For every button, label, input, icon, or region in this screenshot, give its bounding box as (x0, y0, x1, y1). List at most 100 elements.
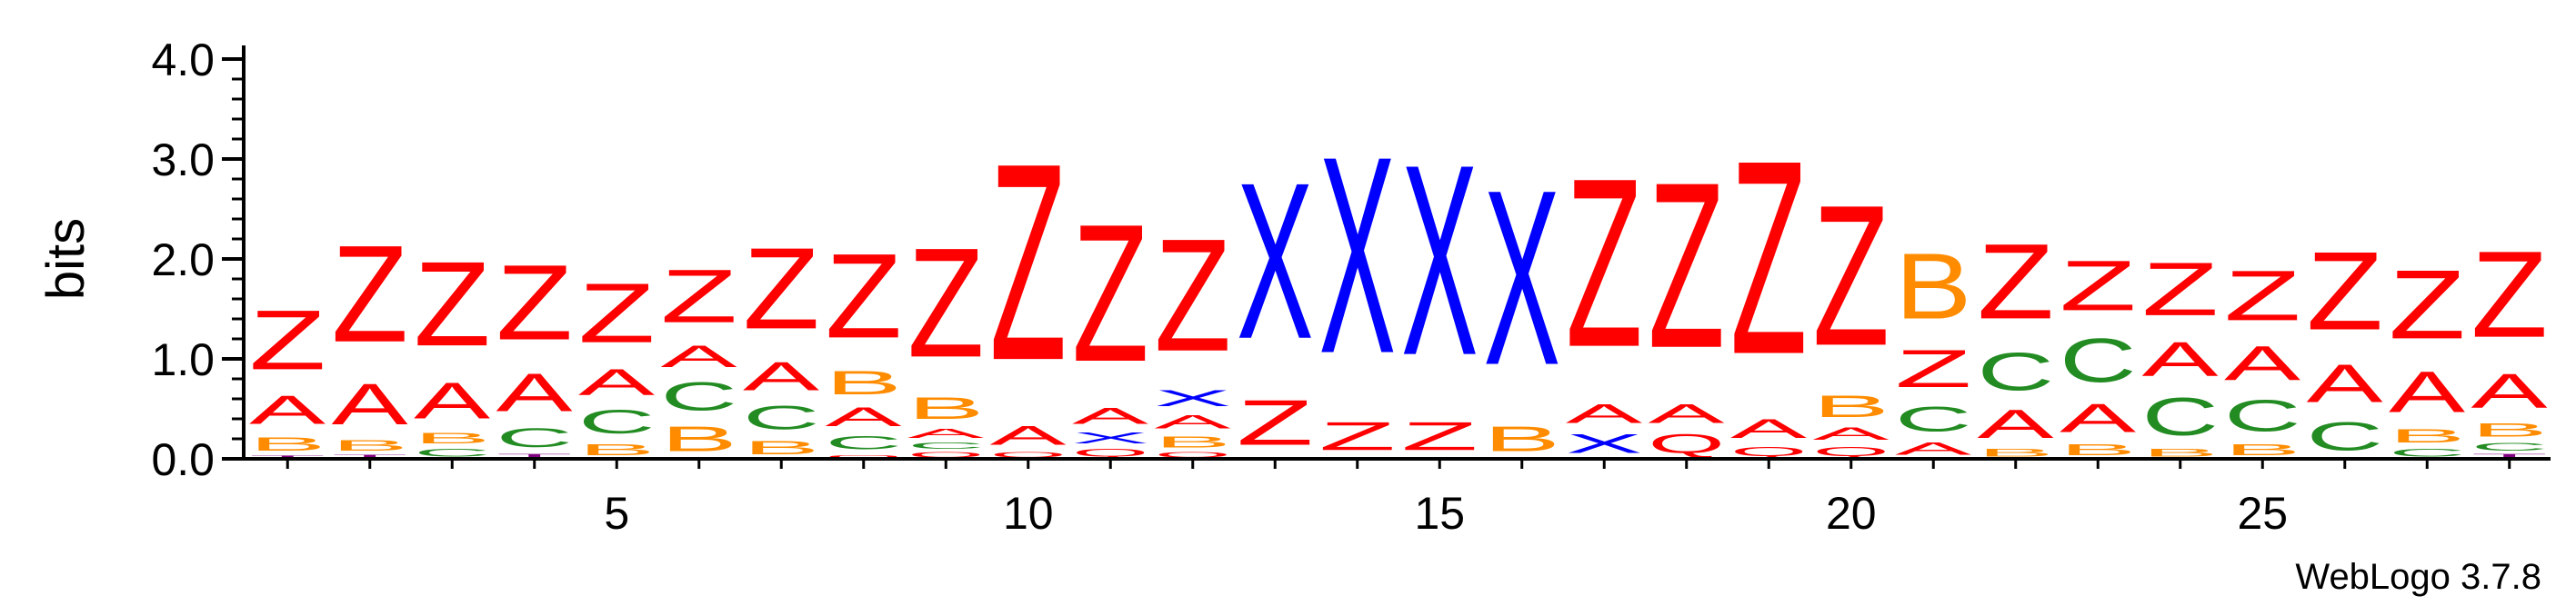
logo-letter-b: B (2142, 447, 2219, 459)
x-tick-label: 20 (1826, 488, 1877, 539)
logo-letter-b: B (743, 437, 819, 459)
logo-letter-x: X (1237, 137, 1313, 386)
logo-letter-a: A (2224, 335, 2300, 391)
logo-letter-a: A (1566, 399, 1642, 429)
logo-letter-x: X (1072, 429, 1148, 447)
logo-letter-t: T (249, 455, 326, 459)
logo-letter-b: B (1155, 432, 1231, 451)
logo-letter-c: C (414, 447, 490, 459)
logo-letter-z: Z (1978, 223, 2054, 342)
logo-letter-z: Z (1155, 204, 1231, 384)
logo-letter-z: Z (578, 265, 655, 360)
logo-letter-a: A (496, 363, 574, 422)
logo-letter-b: B (1813, 389, 1889, 424)
weblogo-version-footer: WebLogo 3.7.8 (2295, 557, 2541, 597)
logo-letter-a: A (2307, 353, 2384, 413)
logo-letter-q: Q (907, 451, 984, 459)
logo-letter-a: A (1155, 411, 1232, 432)
x-tick-label: 5 (604, 488, 629, 539)
logo-letter-b: B (578, 441, 655, 459)
logo-glyph-layer: TBAZTBAZCBAZTCAZBCAZBCAZBCAZQCABZQCABZQA… (249, 99, 2548, 459)
logo-letter-z: Z (743, 224, 819, 353)
logo-letter-a: A (1813, 424, 1890, 444)
logo-letter-a: A (907, 426, 984, 441)
logo-letter-c: C (496, 423, 573, 453)
logo-letter-c: C (743, 399, 820, 437)
logo-letter-z: Z (2307, 229, 2383, 353)
x-tick-layer: 5 10 15 20 25 (286, 459, 2511, 539)
logo-letter-z: Z (2471, 226, 2548, 363)
y-axis-label: bits (36, 218, 95, 300)
logo-letter-a: A (2471, 363, 2548, 419)
y-tick-label: 4.0 (151, 35, 215, 85)
logo-letter-x: X (1155, 386, 1231, 411)
logo-letter-z: Z (1730, 104, 1807, 412)
logo-letter-b: B (2060, 441, 2136, 459)
logo-letter-q: Q (826, 454, 902, 459)
logo-letter-b: B (332, 437, 408, 454)
logo-letter-z: Z (1895, 339, 1971, 399)
logo-letter-a: A (2060, 396, 2136, 442)
x-tick-label: 25 (2237, 488, 2288, 539)
x-tick-label: 15 (1414, 488, 1465, 539)
y-tick-label: 0.0 (151, 434, 215, 485)
logo-letter-b: B (826, 363, 902, 402)
logo-letter-a: A (2389, 361, 2466, 425)
logo-letter-x: X (1319, 99, 1396, 413)
logo-letter-c: C (1978, 342, 2055, 402)
logo-letter-b: B (661, 419, 737, 459)
logo-letter-c: C (2142, 386, 2220, 446)
logo-letter-a: A (332, 373, 409, 437)
logo-letter-x: X (1566, 429, 1642, 459)
logo-letter-a: A (2142, 332, 2219, 387)
logo-letter-z: Z (2224, 255, 2300, 335)
logo-letter-b: B (2389, 425, 2465, 447)
logo-letter-c: C (826, 432, 903, 453)
logo-letter-b: B (414, 430, 490, 447)
logo-letter-z: Z (826, 228, 902, 363)
logo-letter-b: B (1895, 233, 1972, 338)
logo-letter-b: B (249, 433, 326, 455)
logo-letter-q: Q (990, 451, 1067, 459)
y-tick-label: 1.0 (151, 334, 215, 385)
logo-letter-z: Z (2142, 247, 2219, 332)
logo-letter-t: T (496, 452, 573, 459)
logo-letter-c: C (578, 402, 656, 441)
logo-letter-z: Z (1072, 184, 1148, 403)
y-tick-layer: 0.0 1.0 2.0 3.0 4.0 (151, 35, 244, 485)
logo-letter-z: Z (661, 254, 737, 339)
logo-letter-a: A (826, 402, 902, 432)
logo-letter-b: B (2471, 419, 2548, 441)
logo-letter-b: B (907, 391, 984, 426)
logo-letter-z: Z (332, 216, 408, 372)
logo-letter-c: C (2307, 413, 2384, 458)
logo-letter-z: Z (907, 216, 984, 391)
logo-letter-b: B (2224, 441, 2300, 459)
logo-letter-z: Z (496, 243, 573, 363)
logo-letter-c: C (2224, 392, 2300, 442)
logo-letter-c: C (661, 373, 738, 418)
logo-letter-a: A (1730, 414, 1807, 444)
logo-letter-z: Z (2389, 251, 2465, 360)
logo-letter-z: Z (414, 236, 490, 372)
logo-letter-z: Z (1649, 134, 1725, 398)
logo-letter-a: A (990, 421, 1067, 451)
logo-letter-z: Z (990, 104, 1067, 419)
logo-letter-z: Z (1813, 164, 1889, 388)
logo-letter-a: A (661, 339, 738, 374)
logo-letter-a: A (578, 361, 656, 402)
logo-letter-b: B (1484, 419, 1560, 459)
logo-letter-c: C (2060, 326, 2136, 396)
logo-letter-q: Q (1730, 444, 1807, 459)
logo-letter-b: B (1978, 447, 2054, 459)
logo-letter-z: Z (1401, 413, 1478, 459)
logo-letter-t: T (332, 453, 408, 459)
y-tick-label: 3.0 (151, 134, 215, 185)
logo-letter-a: A (743, 354, 819, 400)
logo-letter-z: Z (1319, 413, 1396, 459)
logo-letter-a: A (414, 372, 491, 430)
logo-letter-t: T (2471, 452, 2548, 459)
logo-letter-q: Q (1072, 447, 1148, 459)
logo-letter-z: Z (1566, 128, 1642, 397)
